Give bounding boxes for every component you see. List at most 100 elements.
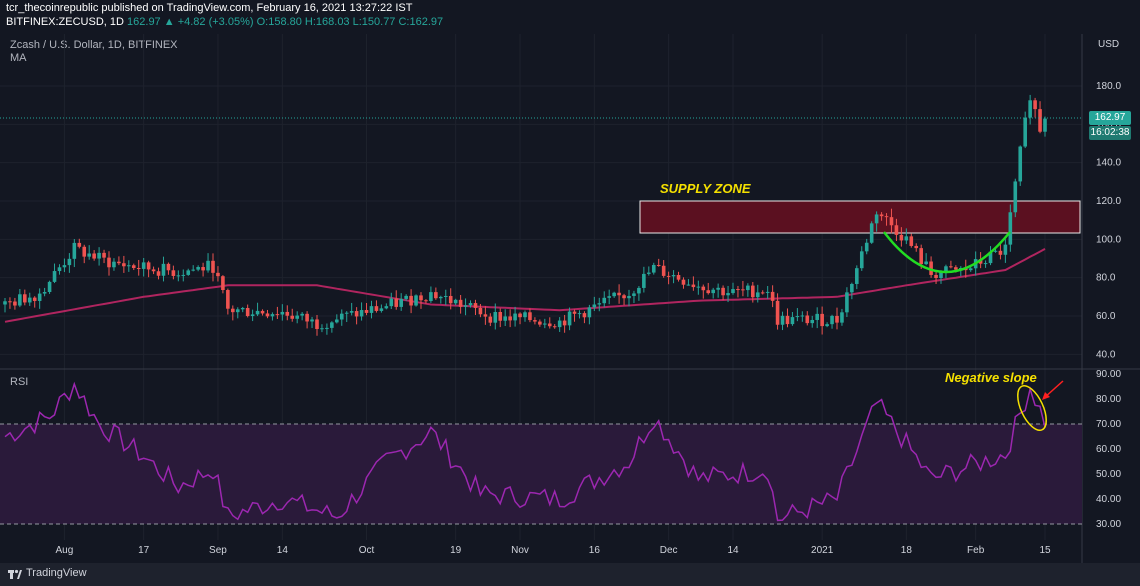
candle-body xyxy=(830,315,834,325)
candle-body xyxy=(399,298,403,307)
candle-body xyxy=(122,263,126,267)
candle-body xyxy=(156,271,161,276)
candle-body xyxy=(592,304,597,308)
supply-zone-label: SUPPLY ZONE xyxy=(660,181,751,196)
candle-body xyxy=(810,319,815,324)
time-tick-label: Aug xyxy=(56,545,74,556)
candle-body xyxy=(899,234,904,241)
candle-body xyxy=(894,225,899,235)
candle-body xyxy=(429,292,433,302)
candle-body xyxy=(855,268,859,284)
candle-body xyxy=(949,266,953,268)
candle-body xyxy=(87,253,91,257)
candle-body xyxy=(914,245,919,249)
candle-body xyxy=(835,315,839,323)
rsi-axis: 30.00 40.00 50.00 60.00 70.00 80.00 90.00 xyxy=(1096,369,1121,530)
candle-body xyxy=(18,294,22,306)
candle-body xyxy=(790,317,795,325)
rsi-indicator-label[interactable]: RSI xyxy=(10,376,29,388)
candle-body xyxy=(562,320,567,326)
candle-body xyxy=(879,214,884,217)
candle-body xyxy=(498,312,503,321)
candle-body xyxy=(533,320,537,322)
candle-body xyxy=(884,216,889,218)
candle-body xyxy=(117,261,121,264)
candle-body xyxy=(260,310,265,314)
time-tick-label: 16 xyxy=(589,545,601,556)
candle-body xyxy=(983,263,988,265)
rsi-tick-label: 80.00 xyxy=(1096,394,1121,405)
candle-body xyxy=(359,310,364,317)
candle-body xyxy=(939,272,943,278)
candle-body xyxy=(612,292,616,297)
candle-body xyxy=(671,275,676,277)
candle-body xyxy=(285,311,290,316)
candle-body xyxy=(102,252,106,258)
candle-body xyxy=(850,283,854,293)
candle-body xyxy=(107,257,111,268)
candle-body xyxy=(1028,100,1032,118)
candle-body xyxy=(240,307,245,310)
candle-body xyxy=(424,300,428,302)
candle-body xyxy=(701,286,706,291)
candle-body xyxy=(131,265,136,268)
candle-body xyxy=(369,306,374,313)
candle-body xyxy=(557,320,562,328)
time-tick-label: 17 xyxy=(138,545,150,556)
candle-body xyxy=(765,291,770,293)
time-tick-label: 2021 xyxy=(811,545,834,556)
ma-indicator-label[interactable]: MA xyxy=(10,52,27,64)
candle-body xyxy=(751,285,755,298)
candle-body xyxy=(439,296,443,299)
time-tick-label: 15 xyxy=(1039,545,1051,556)
symbol-label[interactable]: BITFINEX:ZECUSD, 1D xyxy=(6,16,124,28)
candle-body xyxy=(8,301,12,303)
rsi-pane xyxy=(0,381,1082,525)
candle-body xyxy=(171,270,176,276)
chart-title: Zcash / U.S. Dollar, 1D, BITFINEX xyxy=(10,39,178,51)
candle-body xyxy=(404,295,408,299)
candle-body xyxy=(775,300,780,325)
price-tick-label: 180.0 xyxy=(1096,81,1121,92)
candle-body xyxy=(32,297,37,301)
candle-body xyxy=(736,289,740,291)
time-tick-label: Oct xyxy=(359,545,375,556)
candle-body xyxy=(27,297,32,303)
candle-body xyxy=(151,269,156,272)
candle-body xyxy=(637,287,641,294)
candle-body xyxy=(954,267,958,270)
candle-body xyxy=(354,311,359,317)
candle-body xyxy=(528,312,532,321)
candle-body xyxy=(904,236,909,241)
candle-body xyxy=(394,298,399,307)
time-tick-label: Sep xyxy=(209,545,227,556)
candle-body xyxy=(196,267,200,270)
time-tick-label: 14 xyxy=(277,545,289,556)
rsi-tick-label: 30.00 xyxy=(1096,519,1121,530)
footer-bar: TradingView xyxy=(0,563,1140,586)
candle-body xyxy=(364,310,369,313)
candle-body xyxy=(221,276,225,291)
candle-body xyxy=(840,312,844,323)
candle-body xyxy=(434,292,438,299)
candle-body xyxy=(587,307,592,318)
candle-body xyxy=(597,303,602,305)
price-change: ▲ +4.82 (+3.05%) xyxy=(163,16,254,28)
candle-body xyxy=(711,289,715,294)
price-tick-label: 100.0 xyxy=(1096,234,1121,245)
ma-path xyxy=(4,248,1046,323)
candle-body xyxy=(998,250,1003,255)
candle-body xyxy=(825,324,829,327)
candle-body xyxy=(339,313,344,320)
tradingview-brand[interactable]: TradingView xyxy=(26,567,87,579)
supply-zone-box xyxy=(639,200,1081,234)
candle-body xyxy=(280,311,285,315)
candle-body xyxy=(731,289,735,294)
candle-body xyxy=(523,312,527,318)
candle-body xyxy=(57,267,62,272)
candle-body xyxy=(770,291,775,301)
price-tick-label: 80.0 xyxy=(1096,273,1116,284)
currency-label[interactable]: USD xyxy=(1098,39,1120,50)
candle-body xyxy=(632,293,636,296)
